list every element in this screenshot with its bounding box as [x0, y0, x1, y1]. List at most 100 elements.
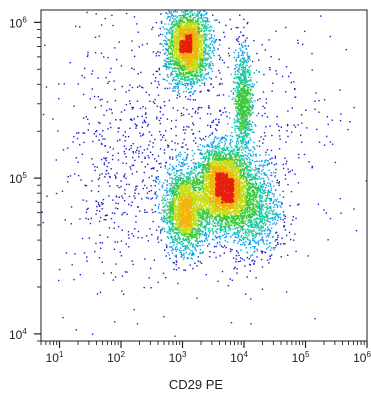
- data-point: [207, 230, 210, 233]
- data-point: [166, 217, 168, 220]
- data-point: [172, 107, 174, 109]
- data-point: [101, 135, 103, 137]
- data-point: [269, 221, 271, 224]
- data-point: [230, 250, 232, 253]
- data-point: [184, 10, 186, 13]
- data-point: [201, 20, 204, 22]
- data-point: [117, 152, 119, 154]
- data-point: [89, 222, 92, 225]
- data-point: [256, 114, 258, 117]
- data-point: [266, 176, 269, 178]
- data-point: [200, 171, 202, 174]
- data-point: [244, 265, 246, 267]
- data-point: [246, 54, 248, 56]
- data-point: [245, 118, 247, 120]
- data-point: [252, 146, 254, 148]
- data-point: [247, 93, 249, 95]
- data-point: [283, 221, 286, 223]
- data-point: [67, 147, 69, 149]
- data-point: [284, 215, 286, 218]
- data-point: [255, 178, 257, 180]
- data-point: [263, 174, 266, 176]
- data-point: [239, 230, 241, 232]
- data-point: [273, 248, 275, 251]
- data-point: [259, 193, 261, 196]
- data-point: [245, 61, 247, 63]
- data-point: [208, 243, 211, 245]
- data-point: [175, 256, 177, 258]
- data-point: [246, 90, 249, 92]
- data-point: [194, 233, 197, 235]
- data-point: [112, 154, 114, 157]
- data-point: [161, 186, 164, 189]
- data-point: [225, 139, 228, 142]
- data-point: [181, 256, 183, 258]
- data-point: [245, 107, 247, 109]
- data-point: [233, 268, 235, 270]
- data-point: [100, 201, 103, 204]
- data-point: [315, 92, 317, 94]
- data-point: [205, 45, 207, 47]
- data-point: [246, 108, 249, 111]
- data-point: [242, 90, 244, 93]
- data-point: [179, 155, 181, 158]
- data-point: [227, 66, 229, 69]
- data-point: [234, 125, 236, 127]
- data-point: [205, 21, 207, 23]
- data-point: [237, 110, 240, 112]
- data-point: [205, 20, 207, 22]
- data-point: [161, 228, 163, 231]
- data-point: [235, 154, 237, 156]
- data-point: [264, 221, 266, 224]
- data-point: [128, 195, 131, 198]
- data-point: [261, 266, 264, 268]
- data-point: [167, 58, 169, 61]
- data-point: [262, 241, 265, 243]
- data-point: [266, 229, 268, 232]
- data-point: [257, 189, 259, 191]
- data-point: [237, 156, 239, 159]
- data-point: [73, 278, 75, 281]
- data-point: [149, 140, 151, 143]
- data-point: [244, 122, 246, 124]
- data-point: [304, 30, 306, 33]
- data-point: [124, 140, 126, 142]
- data-point: [212, 148, 214, 151]
- data-point: [268, 224, 271, 226]
- data-point: [217, 143, 219, 146]
- data-point: [179, 242, 181, 244]
- data-point: [235, 219, 237, 222]
- data-point: [185, 181, 187, 184]
- data-point: [236, 66, 238, 68]
- data-point: [104, 138, 106, 140]
- data-point: [252, 230, 254, 232]
- data-point: [141, 152, 144, 154]
- data-point: [121, 195, 123, 197]
- data-point: [261, 164, 263, 167]
- data-point: [169, 257, 171, 260]
- data-point: [179, 183, 181, 186]
- data-point: [172, 187, 175, 189]
- data-point: [116, 241, 119, 243]
- data-point: [246, 145, 248, 147]
- data-point: [246, 127, 249, 129]
- data-point: [239, 257, 242, 259]
- data-point: [115, 263, 117, 265]
- data-point: [250, 220, 252, 222]
- data-point: [221, 83, 223, 85]
- data-point: [231, 249, 233, 251]
- data-point: [214, 222, 216, 224]
- data-point: [239, 170, 241, 172]
- data-point: [92, 163, 94, 166]
- data-point: [159, 148, 162, 150]
- data-point: [256, 202, 259, 204]
- data-point: [183, 254, 185, 256]
- data-point: [194, 99, 197, 101]
- data-point: [123, 176, 125, 178]
- data-point: [268, 207, 270, 209]
- data-point: [240, 63, 242, 65]
- data-point: [215, 237, 218, 239]
- data-point: [212, 52, 215, 55]
- data-point: [111, 112, 113, 114]
- data-point: [270, 149, 273, 152]
